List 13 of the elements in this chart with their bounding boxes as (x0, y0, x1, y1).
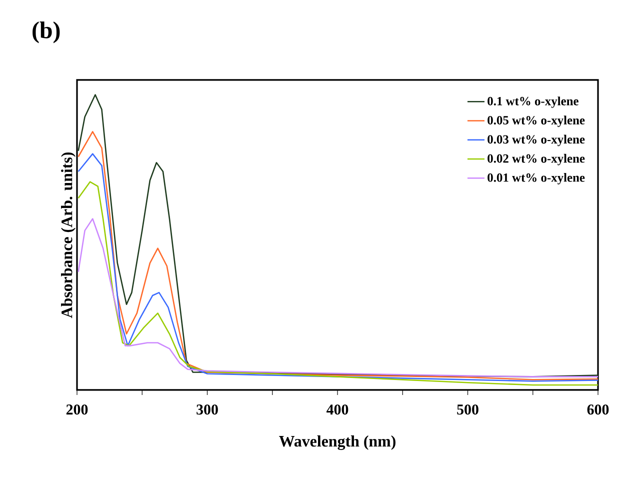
legend-label: 0.1 wt% o-xylene (488, 96, 578, 108)
legend-label: 0.05 wt% o-xylene (488, 116, 585, 128)
legend-label: 0.01 wt% o-xylene (488, 173, 585, 184)
x-tick-label: 300 (196, 404, 218, 415)
x-tick-label: 400 (326, 404, 348, 415)
x-tick-label: 200 (66, 404, 88, 415)
x-axis-title: Wavelength (nm) (279, 435, 396, 450)
y-axis-title: Absorbance (Arb. units) (61, 152, 76, 318)
x-tick-label: 600 (587, 404, 609, 415)
x-tick-label: 500 (457, 404, 478, 415)
chart-title: (b) (32, 22, 60, 44)
legend-label: 0.03 wt% o-xylene (488, 134, 585, 146)
legend-label: 0.02 wt% o-xylene (488, 154, 585, 166)
